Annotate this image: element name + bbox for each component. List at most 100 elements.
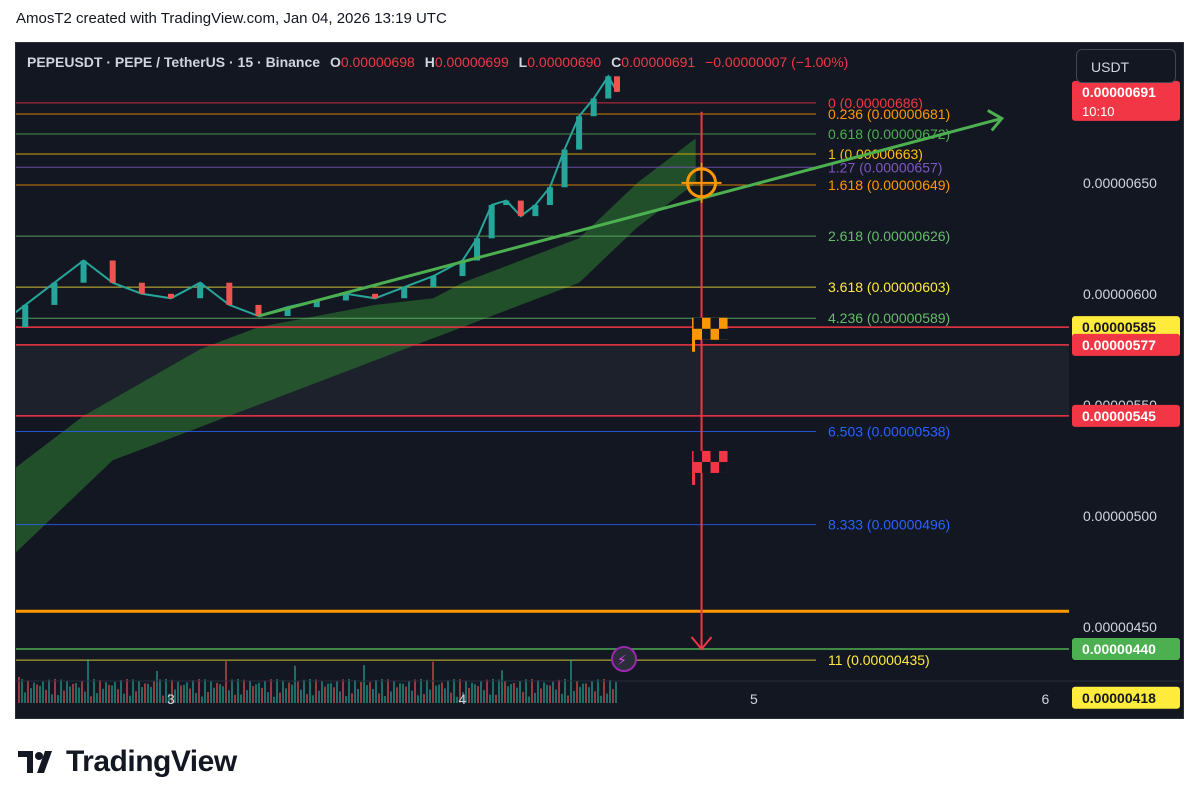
volume-bar — [222, 686, 224, 703]
fib-level-label: 8.333 (0.00000496) — [828, 517, 950, 533]
volume-bar — [159, 679, 161, 703]
price-badge-label: 0.00000545 — [1082, 408, 1156, 424]
candle[interactable] — [459, 260, 466, 277]
price-badge[interactable] — [1072, 80, 1180, 121]
low-label: L — [518, 54, 528, 70]
candle[interactable] — [168, 293, 174, 299]
volume-bar — [312, 695, 314, 703]
volume-bar — [84, 691, 86, 703]
open-value: 0.00000698 — [340, 54, 415, 70]
candle[interactable] — [532, 205, 539, 217]
candle[interactable] — [80, 260, 87, 283]
volume-bar — [234, 694, 236, 703]
price-badge[interactable] — [1072, 316, 1180, 339]
volume-bar — [102, 688, 104, 703]
volume-bar — [228, 690, 230, 703]
candle[interactable] — [613, 76, 620, 92]
volume-bar — [201, 696, 203, 703]
volume-bar — [135, 691, 137, 703]
volume-bar — [462, 692, 464, 703]
volume-bar — [156, 671, 158, 703]
volume-bar — [42, 681, 44, 703]
volume-bar — [21, 679, 23, 703]
volume-bar — [471, 682, 473, 703]
volume-bar — [291, 684, 293, 703]
volume-bar — [171, 679, 173, 703]
symbol-name[interactable]: PEPEUSDT · PEPE / TetherUS · 15 · Binanc… — [27, 54, 321, 70]
chart-canvas[interactable]: 0 (0.00000686)0.236 (0.00000681) 0.618 (0… — [16, 43, 1184, 719]
volume-bar — [612, 689, 614, 703]
checkered-flag-icon-square — [710, 450, 720, 462]
volume-bar — [27, 680, 29, 703]
candle[interactable] — [51, 282, 58, 305]
candle[interactable] — [517, 200, 524, 217]
symbol-legend[interactable]: PEPEUSDT · PEPE / TetherUS · 15 · Binanc… — [27, 54, 848, 70]
volume-bar — [408, 681, 410, 703]
candle[interactable] — [474, 238, 481, 261]
candle[interactable] — [590, 98, 597, 117]
candle[interactable] — [197, 282, 204, 299]
volume-bar — [384, 696, 386, 703]
candle[interactable] — [576, 116, 583, 150]
price-badge[interactable] — [1072, 404, 1180, 427]
volume-bar — [276, 679, 278, 703]
volume-bar — [81, 680, 83, 703]
close-label: C — [611, 54, 622, 70]
candle[interactable] — [255, 304, 262, 317]
candle[interactable] — [401, 287, 408, 299]
currency-unit-button[interactable]: USDT — [1076, 49, 1176, 83]
trendline[interactable] — [258, 117, 1003, 318]
volume-bar — [516, 687, 518, 703]
candle[interactable] — [372, 293, 379, 299]
lightning-icon[interactable] — [611, 646, 637, 672]
price-badge-label: 0.00000577 — [1082, 337, 1156, 353]
fib-level-label: 6.503 (0.00000538) — [828, 423, 950, 439]
volume-bar — [126, 679, 128, 703]
volume-bar — [336, 680, 338, 703]
checkered-flag-icon-square — [710, 317, 720, 329]
volume-bar — [447, 680, 449, 703]
volume-bar — [477, 686, 479, 703]
chart-panel[interactable]: 0 (0.00000686) 0.236 (0.00000681) 0.618 (0… — [15, 42, 1184, 719]
x-axis-tick-label: 5 — [750, 691, 758, 707]
volume-bar — [132, 679, 134, 703]
price-badge[interactable] — [1072, 686, 1180, 709]
candle[interactable] — [605, 76, 612, 99]
volume-bar — [297, 681, 299, 703]
volume-bar — [537, 680, 539, 703]
candle[interactable] — [313, 300, 320, 308]
volume-bar — [294, 665, 296, 703]
volume-bar — [561, 693, 563, 703]
volume-bar — [54, 679, 56, 703]
candle[interactable] — [503, 200, 510, 206]
candle[interactable] — [138, 282, 145, 294]
candle[interactable] — [226, 282, 233, 305]
fib-level-label: 1.618 (0.00000649) — [828, 177, 950, 193]
volume-bar — [33, 682, 35, 703]
volume-bar — [108, 684, 110, 703]
candle[interactable] — [430, 276, 437, 288]
candle[interactable] — [22, 304, 29, 328]
candle[interactable] — [488, 205, 495, 239]
checkered-flag-icon-square — [693, 450, 703, 462]
volume-bar — [366, 685, 368, 703]
volume-bar — [597, 679, 599, 703]
candle[interactable] — [561, 149, 568, 188]
volume-bar — [531, 679, 533, 703]
candle[interactable] — [109, 260, 116, 283]
tradingview-wordmark: TradingView — [66, 745, 237, 778]
volume-bar — [75, 683, 77, 703]
volume-bar — [78, 687, 80, 703]
candle[interactable] — [342, 293, 349, 301]
volume-bar — [576, 680, 578, 703]
candle[interactable] — [546, 187, 553, 206]
price-badge-label: 0.00000691 — [1082, 84, 1156, 100]
volume-bar — [501, 670, 503, 703]
open-label: O — [329, 54, 341, 70]
price-badge[interactable] — [1072, 637, 1180, 660]
volume-bar — [348, 679, 350, 703]
volume-bar — [18, 677, 20, 703]
volume-bar — [567, 695, 569, 703]
candle[interactable] — [284, 307, 291, 317]
price-badge[interactable] — [1072, 333, 1180, 356]
